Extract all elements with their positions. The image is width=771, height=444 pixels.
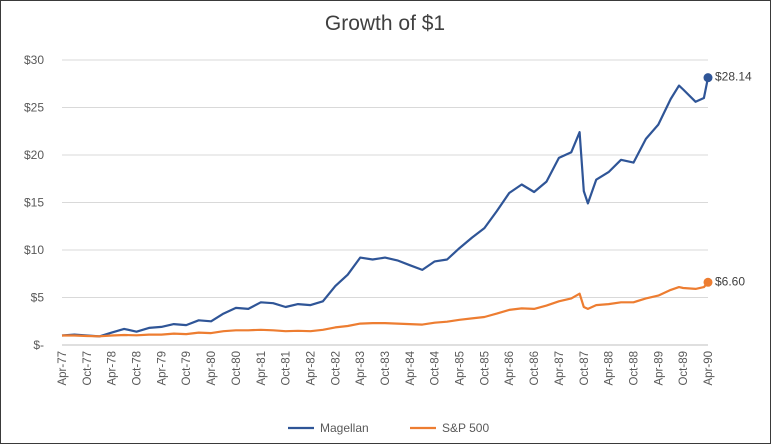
x-tick-label: Apr-89 bbox=[653, 351, 665, 386]
x-tick-label: Oct-77 bbox=[82, 351, 94, 386]
x-tick-label: Apr-79 bbox=[156, 351, 168, 386]
x-tick-label: Oct-83 bbox=[380, 351, 392, 386]
x-tick-label: Oct-80 bbox=[231, 351, 243, 386]
y-axis-ticks: $- $5 $10 $15 $20 $25 $30 bbox=[24, 53, 44, 352]
y-tick-label: $10 bbox=[24, 243, 44, 257]
y-tick-label: $15 bbox=[24, 196, 44, 210]
x-tick-label: Oct-81 bbox=[281, 351, 293, 386]
x-tick-label: Apr-85 bbox=[455, 351, 467, 386]
y-tick-label: $20 bbox=[24, 148, 44, 162]
legend-label-magellan: Magellan bbox=[320, 421, 369, 435]
x-tick-label: Apr-90 bbox=[703, 351, 715, 386]
x-tick-label: Apr-81 bbox=[256, 351, 268, 386]
x-tick-label: Apr-86 bbox=[504, 351, 516, 386]
y-tick-label: $5 bbox=[31, 291, 45, 305]
end-value-label-s-p-500: $6.60 bbox=[715, 274, 745, 288]
x-axis-ticks: Apr-77 Oct-77 Apr-78 Oct-78 Apr-79 Oct-79 Apr-… bbox=[57, 350, 715, 385]
end-point-s-p-500 bbox=[703, 277, 713, 287]
x-tick-label: Oct-78 bbox=[132, 351, 144, 386]
x-tick-label: Oct-87 bbox=[579, 351, 591, 386]
end-value-label-magellan: $28.14 bbox=[715, 70, 752, 84]
x-tick-label: Apr-82 bbox=[305, 351, 317, 386]
x-tick-label: Apr-87 bbox=[554, 351, 566, 386]
y-tick-label: $25 bbox=[24, 101, 44, 115]
x-tick-label: Oct-88 bbox=[628, 351, 640, 386]
x-tick-label: Oct-85 bbox=[479, 351, 491, 386]
x-tick-label: Apr-84 bbox=[405, 350, 417, 385]
y-tick-label: $30 bbox=[24, 53, 44, 67]
x-tick-label: Oct-89 bbox=[678, 351, 690, 386]
x-tick-label: Apr-83 bbox=[355, 351, 367, 386]
end-labels: $28.14 $6.60 bbox=[715, 70, 752, 289]
y-tick-label: $- bbox=[33, 338, 44, 352]
x-tick-label: Oct-86 bbox=[529, 351, 541, 386]
chart-title: Growth of $1 bbox=[325, 12, 445, 35]
series-line-magellan bbox=[61, 77, 710, 338]
series-layer bbox=[61, 73, 713, 338]
x-tick-label: Apr-78 bbox=[107, 351, 119, 386]
end-point-magellan bbox=[703, 73, 713, 83]
x-tick-label: Oct-79 bbox=[181, 351, 193, 386]
x-tick-label: Apr-80 bbox=[206, 351, 218, 386]
x-tick-label: Apr-88 bbox=[604, 351, 616, 386]
legend: Magellan S&P 500 bbox=[288, 421, 489, 435]
x-tick-label: Oct-84 bbox=[430, 350, 442, 385]
gridlines bbox=[62, 59, 708, 346]
x-tick-label: Apr-77 bbox=[57, 351, 69, 386]
x-tick-label: Oct-82 bbox=[330, 351, 342, 386]
series-line-s-p-500 bbox=[62, 281, 709, 338]
legend-label-s-p-500: S&P 500 bbox=[442, 421, 489, 435]
